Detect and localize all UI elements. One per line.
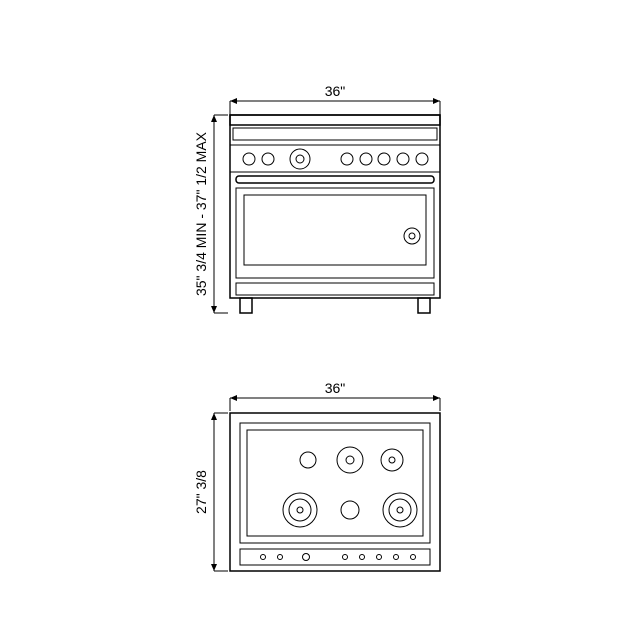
knob-icon	[378, 153, 390, 165]
width-bottom-label: 36"	[325, 380, 346, 396]
knob-large-icon	[290, 149, 310, 169]
burner-icon	[381, 449, 403, 471]
dimensional-drawing: 36"	[0, 0, 625, 625]
knob-icon	[262, 153, 274, 165]
width-top-label: 36"	[325, 83, 346, 99]
knob-icon	[360, 153, 372, 165]
front-view	[230, 115, 440, 313]
logo-icon	[404, 228, 420, 244]
burner-icon	[341, 501, 359, 519]
dimension-height-front: 35" 3/4 MIN - 37" 1/2 MAX	[193, 115, 228, 313]
depth-label: 27" 3/8	[193, 470, 209, 514]
knob-icon	[243, 153, 255, 165]
top-view	[230, 413, 440, 571]
dimension-width-top: 36"	[230, 83, 440, 115]
knob-icon	[397, 153, 409, 165]
height-front-label: 35" 3/4 MIN - 37" 1/2 MAX	[193, 131, 209, 296]
burner-icon	[283, 493, 317, 527]
knob-icon	[416, 153, 428, 165]
burner-icon	[300, 452, 316, 468]
dimension-width-bottom: 36"	[230, 380, 440, 411]
burner-icon	[383, 493, 417, 527]
dimension-depth: 27" 3/8	[193, 413, 228, 571]
burner-icon	[337, 447, 363, 473]
knob-icon	[341, 153, 353, 165]
